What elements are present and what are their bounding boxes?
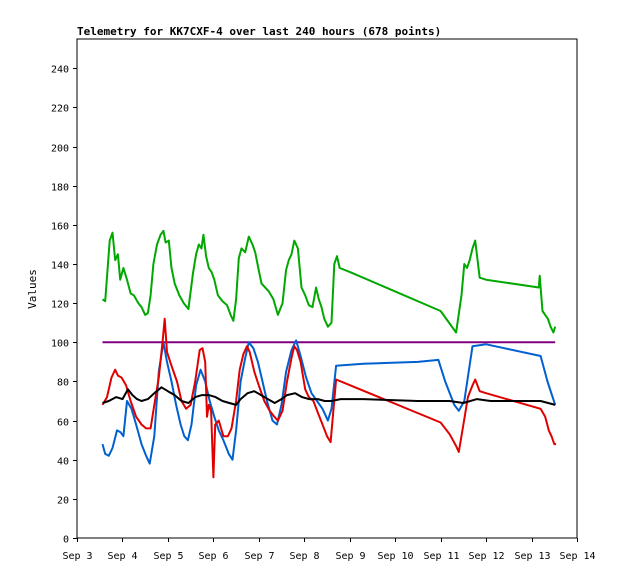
y-tick-label: 180: [51, 183, 69, 194]
plot-frame: [76, 38, 578, 539]
y-axis: 0 20 40 60 80 100 120 140 160 180 200 220 240: [51, 65, 77, 546]
x-tick-label: Sep 4: [107, 551, 137, 562]
y-tick-label: 160: [51, 222, 69, 233]
y-tick-label: 40: [57, 457, 69, 468]
y-tick-label: 200: [51, 144, 69, 155]
y-tick-label: 240: [51, 65, 69, 76]
y-tick-label: 220: [51, 104, 69, 115]
x-axis: Sep 3 Sep 4 Sep 5 Sep 6 Sep 7 Sep 8 Sep 9 Sep 1…: [62, 538, 596, 562]
x-tick-label: Sep 5: [153, 551, 183, 562]
x-tick-label: Sep 10: [377, 551, 413, 562]
x-tick-label: Sep 11: [423, 551, 459, 562]
x-tick-label: Sep 12: [468, 551, 504, 562]
x-tick-label: Sep 3: [62, 551, 92, 562]
y-tick-label: 120: [51, 300, 69, 311]
y-tick-label: 80: [57, 378, 69, 389]
y-tick-label: 20: [57, 496, 69, 507]
y-axis-title: Values: [26, 269, 39, 309]
x-tick-label: Sep 14: [559, 551, 595, 562]
y-tick-label: 100: [51, 339, 69, 350]
series-lines: [101, 229, 557, 479]
y-tick-label: 140: [51, 261, 69, 272]
series-line-5: [102, 386, 556, 406]
series-line-3: [101, 339, 557, 465]
x-tick-label: Sep 13: [514, 551, 550, 562]
x-tick-label: Sep 9: [335, 551, 365, 562]
y-tick-label: 60: [57, 418, 69, 429]
x-tick-label: Sep 8: [289, 551, 319, 562]
x-tick-label: Sep 6: [198, 551, 228, 562]
series-line-1: [101, 229, 557, 334]
y-tick-label: 0: [63, 535, 69, 546]
x-tick-label: Sep 7: [244, 551, 274, 562]
chart-title: Telemetry for KK7CXF-4 over last 240 hou…: [77, 25, 441, 38]
